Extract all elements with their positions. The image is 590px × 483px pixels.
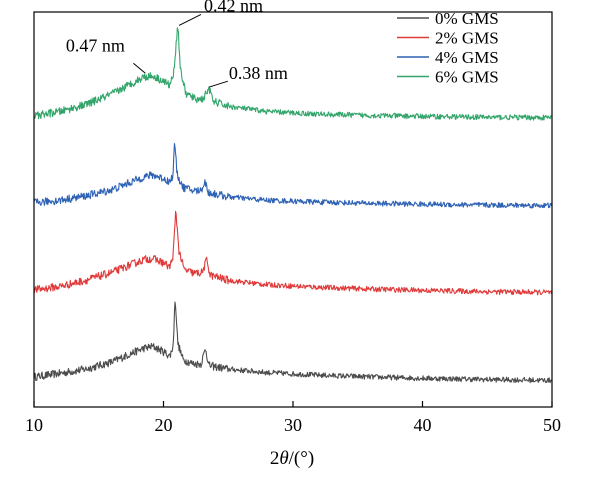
series-line-4-gms [33, 143, 553, 209]
series-line-2-gms [33, 210, 553, 296]
peak-annotations: 0.47 nm 0.42 nm 0.38 nm [66, 0, 288, 88]
x-tick-label: 30 [284, 415, 302, 435]
legend-label: 4% GMS [435, 48, 499, 67]
peak-annotation: 0.47 nm [66, 35, 125, 55]
annotation-leader [178, 13, 202, 26]
peak-annotation: 0.38 nm [229, 63, 288, 83]
x-tick-label: 20 [155, 415, 173, 435]
series-line-6-gms [33, 27, 553, 121]
legend-label: 2% GMS [435, 29, 499, 48]
x-tick-label: 10 [25, 415, 43, 435]
series-layer [33, 27, 553, 384]
annotation-leader [208, 80, 228, 88]
x-tick-label: 40 [414, 415, 432, 435]
legend-label: 0% GMS [435, 9, 499, 28]
x-axis-label: 2θ/(°) [270, 448, 314, 469]
annotation-leader [133, 62, 146, 74]
legend-label: 6% GMS [435, 68, 499, 87]
series-line-0-gms [33, 301, 553, 384]
x-tick-label: 50 [543, 415, 561, 435]
peak-annotation: 0.42 nm [204, 0, 263, 15]
x-ticks: 10 20 30 40 50 [25, 401, 561, 435]
